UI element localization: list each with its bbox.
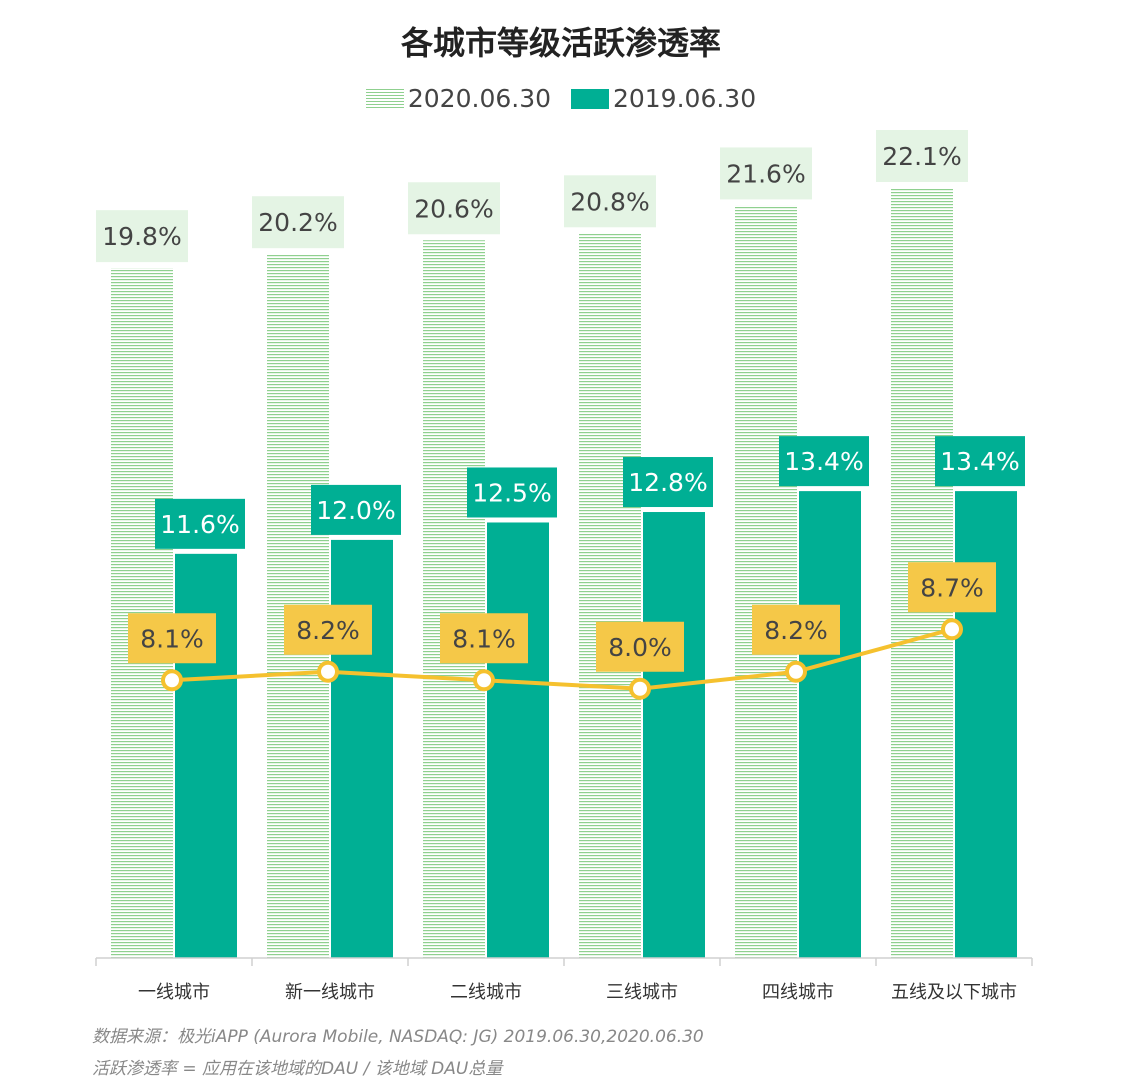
data-label-2019: 13.4% (784, 447, 863, 476)
data-label-rate-bg (596, 621, 684, 672)
x-tick-label: 二线城市 (450, 982, 522, 1003)
data-label-rate-bg (752, 604, 840, 655)
data-label-2019: 12.8% (628, 468, 707, 497)
bar-2019 (643, 512, 705, 958)
data-label-2019-bg (779, 436, 869, 487)
data-label-rate: 8.2% (296, 616, 360, 645)
legend-swatch-2020 (365, 88, 404, 109)
bar-2019 (955, 491, 1017, 958)
rate-line (171, 627, 953, 691)
data-label-rate: 8.0% (608, 633, 672, 662)
legend-label-2020: 2020.06.30 (407, 84, 552, 113)
data-label-rate-bg (128, 613, 216, 664)
bars-layer (111, 188, 1017, 959)
data-label-2020: 21.6% (726, 159, 805, 188)
data-label-2019-bg (623, 457, 713, 508)
line-layer (161, 618, 963, 700)
x-tick-label: 一线城市 (138, 982, 210, 1003)
data-label-2020-bg (252, 196, 344, 249)
data-label-2020-bg (96, 210, 188, 263)
source-note: 数据来源：极光iAPP (Aurora Mobile, NASDAQ: JG) … (92, 1027, 704, 1047)
bar-2019 (487, 522, 549, 958)
legend-item-2019: 2019.06.30 (570, 84, 757, 113)
data-label-2020: 22.1% (882, 142, 961, 171)
rate-point (941, 618, 963, 641)
data-label-rate-bg (284, 604, 372, 655)
bar-2019 (799, 491, 861, 958)
rate-point (785, 660, 807, 683)
x-tick-label: 新一线城市 (285, 982, 375, 1003)
x-tick-label: 三线城市 (606, 982, 678, 1003)
rate-point (473, 669, 495, 692)
labels-layer: 19.8% 11.6% 20.2% 12.0% 20.6% 12.5% 20.8% 12.8%… (96, 130, 1025, 672)
legend-label-2019: 2019.06.30 (612, 84, 757, 113)
legend-swatch-2019 (570, 88, 609, 109)
data-label-rate: 8.2% (764, 616, 828, 645)
data-label-2019-bg (467, 467, 557, 518)
legend-item-2020: 2020.06.30 (365, 84, 552, 113)
data-label-2019: 11.6% (160, 510, 239, 539)
data-label-rate: 8.1% (452, 624, 516, 653)
bar-2020 (423, 240, 485, 958)
data-label-rate: 8.7% (920, 573, 984, 602)
x-tick-label: 四线城市 (762, 982, 834, 1003)
data-label-2020: 20.2% (258, 208, 337, 237)
data-label-2020-bg (408, 182, 500, 235)
chart-title: 各城市等级活跃渗透率 (400, 24, 721, 62)
data-label-2019-bg (311, 484, 401, 535)
data-label-2020-bg (876, 130, 968, 182)
bar-2020 (579, 233, 641, 958)
data-label-2020: 20.6% (414, 194, 493, 223)
data-label-2020-bg (720, 147, 812, 200)
bar-2019 (331, 539, 393, 958)
data-label-2019-bg (155, 498, 245, 549)
data-label-rate-bg (908, 562, 996, 613)
data-label-2020-bg (564, 175, 656, 228)
data-label-2019: 12.5% (472, 478, 551, 507)
data-label-rate-bg (440, 613, 528, 664)
data-label-rate: 8.1% (140, 624, 204, 653)
x-tick-label: 五线及以下城市 (891, 982, 1017, 1003)
bar-2020 (735, 205, 797, 959)
data-label-2019: 12.0% (316, 496, 395, 525)
data-label-2020: 20.8% (570, 187, 649, 216)
rate-point (629, 677, 651, 700)
legend: 2020.06.30 2019.06.30 (0, 84, 1122, 115)
rate-point (161, 669, 183, 692)
rate-point (317, 660, 339, 683)
bar-2020 (111, 268, 173, 958)
data-label-2019: 13.4% (940, 447, 1019, 476)
x-axis: 一线城市 新一线城市 二线城市 三线城市 四线城市 五线及以下城市 (95, 957, 1033, 1003)
data-label-2019-bg (935, 436, 1025, 487)
data-label-2020: 19.8% (102, 222, 181, 251)
definition-note: 活跃渗透率 = 应用在该地域的DAU / 该地域 DAU总量 (92, 1059, 503, 1079)
